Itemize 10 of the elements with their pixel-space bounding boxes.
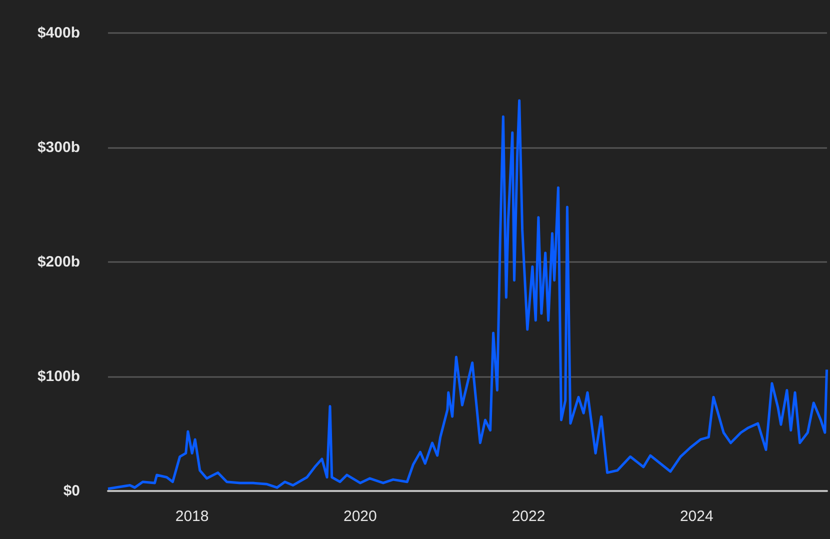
x-tick-label: 2018 [175, 508, 209, 525]
y-tick-label: $400b [37, 24, 80, 42]
y-tick-label: $200b [37, 254, 80, 270]
x-tick-label: 2022 [512, 508, 546, 525]
x-tick-label: 2020 [343, 508, 377, 525]
y-tick-label: $300b [37, 139, 80, 156]
x-tick-label: 2024 [680, 508, 714, 525]
y-tick-label: $100b [37, 368, 80, 385]
line-series [106, 99, 828, 490]
y-tick-label: $0 [63, 482, 80, 500]
